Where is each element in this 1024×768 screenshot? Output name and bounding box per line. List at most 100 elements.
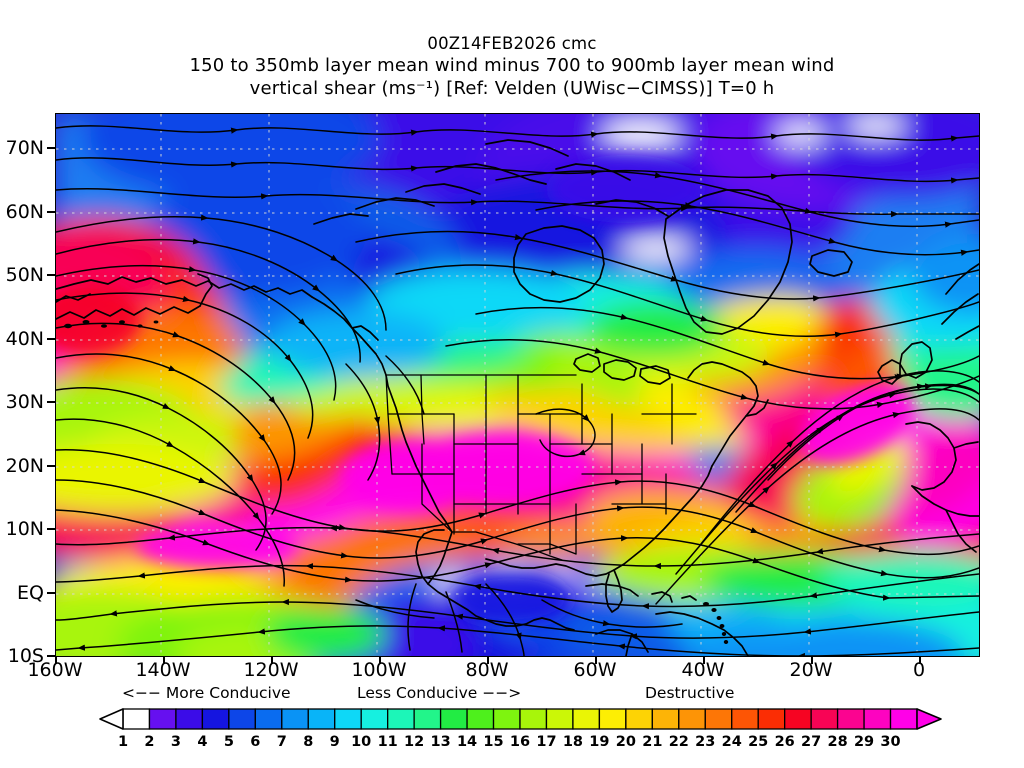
y-tick-eq: EQ (17, 582, 44, 604)
shear-field-map (56, 114, 979, 656)
colorbar-cells (122, 708, 918, 730)
y-tickmark (47, 592, 55, 594)
y-tickmark (47, 655, 55, 657)
colorbar-tick-13: 13 (430, 734, 451, 750)
colorbar-tick-1: 1 (117, 734, 129, 750)
colorbar-cell[interactable] (678, 708, 706, 730)
colorbar-cell[interactable] (492, 708, 521, 730)
colorbar-tick-3: 3 (170, 734, 181, 750)
x-tick-60w: 60W (573, 659, 617, 681)
colorbar-cell[interactable] (307, 708, 336, 730)
colorbar-tick-6: 6 (250, 734, 261, 750)
colorbar-tick-26: 26 (774, 734, 795, 750)
colorbar-cell[interactable] (519, 708, 548, 730)
colorbar-cell[interactable] (757, 708, 786, 730)
colorbar-cell[interactable] (148, 708, 177, 730)
y-tick-60n: 60N (5, 201, 44, 223)
colorbar-cell[interactable] (360, 708, 389, 730)
y-tickmark (47, 465, 55, 467)
y-tickmark (47, 528, 55, 530)
colorbar-cell[interactable] (122, 708, 151, 730)
x-tickmark (163, 656, 165, 664)
colorbar-tick-10: 10 (351, 734, 372, 750)
colorbar-cell[interactable] (175, 708, 204, 730)
colorbar-cell[interactable] (334, 708, 362, 730)
colorbar-cell[interactable] (625, 708, 653, 730)
colorbar-cell[interactable] (572, 708, 601, 730)
colorbar-tick-15: 15 (483, 734, 504, 750)
colorbar-cell[interactable] (228, 708, 256, 730)
x-tickmark (703, 656, 705, 664)
colorbar-tick-16: 16 (509, 734, 531, 750)
y-tickmark (47, 401, 55, 403)
colorbar-cell[interactable] (731, 708, 759, 730)
colorbar-cell[interactable] (704, 708, 733, 730)
colorbar-cell[interactable] (651, 708, 680, 730)
colorbar-cell[interactable] (254, 708, 283, 730)
colorbar-cell[interactable] (281, 708, 309, 730)
colorbar-tick-21: 21 (642, 734, 663, 750)
colorbar-under-arrow (99, 708, 124, 730)
x-tickmark (919, 656, 921, 664)
legend-less-conducive: Less Conducive −−> (357, 684, 522, 702)
colorbar-tick-20: 20 (615, 734, 636, 750)
colorbar-cell[interactable] (889, 708, 918, 730)
colorbar-svg[interactable] (0, 706, 1024, 732)
y-tick-40n: 40N (5, 328, 44, 350)
x-tick-140w: 140W (135, 659, 191, 681)
title-line-cycle: 00Z14FEB2026 cmc (427, 34, 597, 53)
colorbar-cell[interactable] (598, 708, 627, 730)
y-tick-70n: 70N (5, 137, 44, 159)
colorbar[interactable] (0, 706, 1024, 732)
colorbar-cell[interactable] (201, 708, 230, 730)
x-tick-120w: 120W (243, 659, 299, 681)
x-tickmark (487, 656, 489, 664)
title-line-description: 150 to 350mb layer mean wind minus 700 t… (189, 55, 835, 76)
y-tick-50n: 50N (5, 264, 44, 286)
y-tick-10s: 10S (7, 645, 44, 667)
colorbar-cell[interactable] (836, 708, 865, 730)
x-tickmark (595, 656, 597, 664)
conduciveness-legend: <−− More Conducive Less Conducive −−> De… (0, 684, 1024, 704)
colorbar-tick-22: 22 (668, 734, 689, 750)
colorbar-tick-14: 14 (456, 734, 478, 750)
x-tick-0: 0 (912, 659, 926, 681)
x-tick-100w: 100W (351, 659, 407, 681)
legend-more-conducive: <−− More Conducive (122, 684, 291, 702)
colorbar-tick-17: 17 (536, 734, 557, 750)
x-tickmark (55, 656, 57, 664)
colorbar-tick-30: 30 (880, 734, 901, 750)
colorbar-tick-23: 23 (695, 734, 716, 750)
wind-streamlines (56, 125, 979, 656)
chart-title: 00Z14FEB2026 cmc 150 to 350mb layer mean… (0, 33, 1024, 100)
colorbar-tick-2: 2 (144, 734, 155, 750)
colorbar-cell[interactable] (466, 708, 495, 730)
x-tickmark (271, 656, 273, 664)
colorbar-tick-4: 4 (197, 734, 208, 750)
y-tickmark (47, 274, 55, 276)
colorbar-cell[interactable] (810, 708, 839, 730)
y-tickmark (47, 211, 55, 213)
colorbar-tick-8: 8 (303, 734, 314, 750)
colorbar-tick-25: 25 (748, 734, 769, 750)
colorbar-tick-11: 11 (377, 734, 398, 750)
colorbar-cell[interactable] (387, 708, 415, 730)
colorbar-tick-29: 29 (853, 734, 875, 750)
colorbar-cell[interactable] (784, 708, 812, 730)
colorbar-cell[interactable] (545, 708, 574, 730)
colorbar-cell[interactable] (439, 708, 468, 730)
y-tickmark (47, 338, 55, 340)
legend-destructive: Destructive (645, 684, 735, 702)
colorbar-tick-12: 12 (404, 734, 425, 750)
x-tick-80w: 80W (465, 659, 509, 681)
x-tick-160w: 160W (27, 659, 83, 681)
colorbar-cell[interactable] (863, 708, 892, 730)
x-tick-40w: 40W (681, 659, 725, 681)
colorbar-tick-5: 5 (223, 734, 234, 750)
map-plot-area[interactable] (55, 113, 980, 657)
colorbar-cell[interactable] (413, 708, 442, 730)
colorbar-tick-28: 28 (827, 734, 848, 750)
x-tickmark (811, 656, 813, 664)
colorbar-tick-7: 7 (276, 734, 287, 750)
